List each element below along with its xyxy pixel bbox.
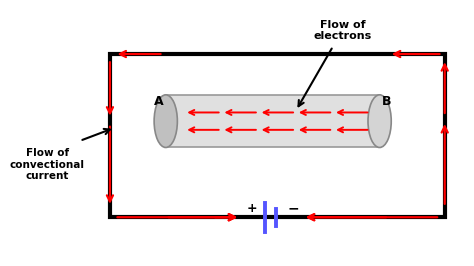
Text: −: − [288, 201, 300, 215]
Bar [110, 54, 445, 217]
Bar [166, 95, 380, 147]
Ellipse shape [368, 95, 391, 147]
Text: +: + [246, 202, 257, 214]
Text: Flow of
convectional
current: Flow of convectional current [9, 148, 85, 181]
Text: B: B [382, 95, 392, 108]
Text: A: A [154, 95, 164, 108]
Text: Flow of
electrons: Flow of electrons [313, 20, 372, 41]
Ellipse shape [154, 95, 177, 147]
